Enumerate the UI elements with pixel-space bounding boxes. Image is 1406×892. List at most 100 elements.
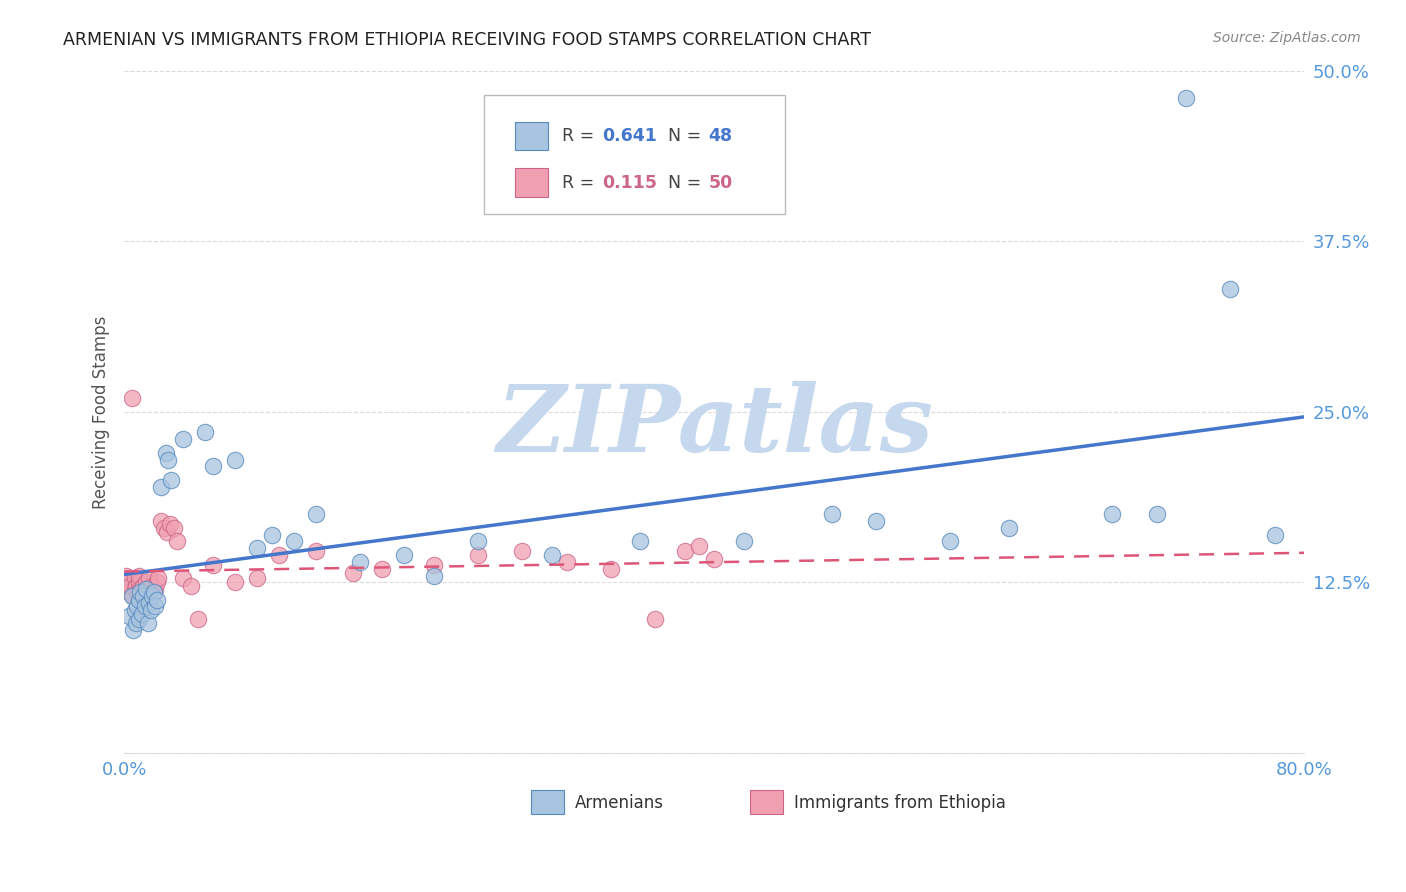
Point: [136, 582, 159, 596]
Point: [134, 599, 156, 613]
Point: [688, 539, 710, 553]
Point: [128, 612, 150, 626]
Point: [305, 507, 328, 521]
Point: [467, 548, 489, 562]
Point: [135, 575, 157, 590]
Point: [423, 568, 446, 582]
Point: [394, 548, 416, 562]
Point: [180, 579, 202, 593]
Point: [269, 548, 291, 562]
Point: [122, 589, 145, 603]
Point: [156, 524, 179, 539]
Point: [143, 599, 166, 613]
Point: [121, 391, 143, 405]
Point: [117, 585, 139, 599]
Point: [114, 568, 136, 582]
Point: [703, 552, 725, 566]
Point: [134, 585, 156, 599]
Point: [201, 459, 224, 474]
Point: [142, 585, 165, 599]
Point: [157, 452, 180, 467]
Point: [135, 582, 157, 596]
Point: [512, 544, 534, 558]
Point: [342, 566, 364, 580]
Point: [349, 555, 371, 569]
Point: [128, 593, 150, 607]
Point: [128, 568, 150, 582]
FancyBboxPatch shape: [515, 169, 548, 197]
FancyBboxPatch shape: [484, 95, 785, 214]
Point: [145, 575, 167, 590]
Point: [998, 521, 1021, 535]
FancyBboxPatch shape: [749, 789, 783, 814]
Point: [283, 534, 305, 549]
Text: ARMENIAN VS IMMIGRANTS FROM ETHIOPIA RECEIVING FOOD STAMPS CORRELATION CHART: ARMENIAN VS IMMIGRANTS FROM ETHIOPIA REC…: [63, 31, 872, 49]
Point: [159, 516, 181, 531]
Point: [305, 544, 328, 558]
Point: [423, 558, 446, 572]
Text: N =: N =: [668, 128, 707, 145]
Point: [187, 612, 209, 626]
Point: [1146, 507, 1168, 521]
Text: Immigrants from Ethiopia: Immigrants from Ethiopia: [794, 794, 1007, 812]
Text: Armenians: Armenians: [575, 794, 664, 812]
Point: [139, 589, 162, 603]
Point: [122, 623, 145, 637]
Point: [129, 582, 152, 596]
Point: [467, 534, 489, 549]
FancyBboxPatch shape: [531, 789, 564, 814]
Point: [145, 593, 167, 607]
Point: [1219, 282, 1241, 296]
Point: [138, 596, 160, 610]
Point: [163, 521, 186, 535]
Point: [201, 558, 224, 572]
Text: N =: N =: [668, 174, 707, 192]
Point: [132, 579, 155, 593]
Point: [141, 579, 163, 593]
Point: [224, 575, 246, 590]
Point: [865, 514, 887, 528]
Text: 0.115: 0.115: [602, 174, 657, 192]
Point: [821, 507, 844, 521]
Point: [1264, 527, 1286, 541]
Point: [246, 571, 269, 585]
Point: [939, 534, 962, 549]
Point: [224, 452, 246, 467]
Point: [260, 527, 283, 541]
Point: [172, 571, 194, 585]
Point: [155, 446, 177, 460]
Point: [150, 480, 173, 494]
Point: [136, 616, 159, 631]
Point: [128, 575, 150, 590]
Point: [733, 534, 755, 549]
Point: [555, 555, 578, 569]
Text: 50: 50: [709, 174, 733, 192]
Y-axis label: Receiving Food Stamps: Receiving Food Stamps: [93, 315, 110, 508]
Text: R =: R =: [562, 174, 600, 192]
Point: [131, 607, 153, 621]
Point: [194, 425, 217, 440]
Point: [143, 582, 166, 596]
Point: [139, 602, 162, 616]
Point: [120, 579, 142, 593]
FancyBboxPatch shape: [515, 122, 548, 151]
Point: [121, 589, 143, 603]
Text: ZIPatlas: ZIPatlas: [496, 381, 932, 471]
Point: [1175, 91, 1198, 105]
Point: [127, 585, 149, 599]
Point: [125, 579, 148, 593]
Point: [160, 473, 183, 487]
Text: R =: R =: [562, 128, 600, 145]
Point: [371, 562, 394, 576]
Point: [541, 548, 564, 562]
Point: [117, 609, 139, 624]
Point: [146, 571, 169, 585]
Point: [673, 544, 696, 558]
Point: [124, 571, 146, 585]
Point: [150, 514, 173, 528]
Point: [131, 589, 153, 603]
Point: [153, 521, 176, 535]
Point: [129, 585, 152, 599]
Point: [1101, 507, 1123, 521]
Point: [124, 582, 146, 596]
